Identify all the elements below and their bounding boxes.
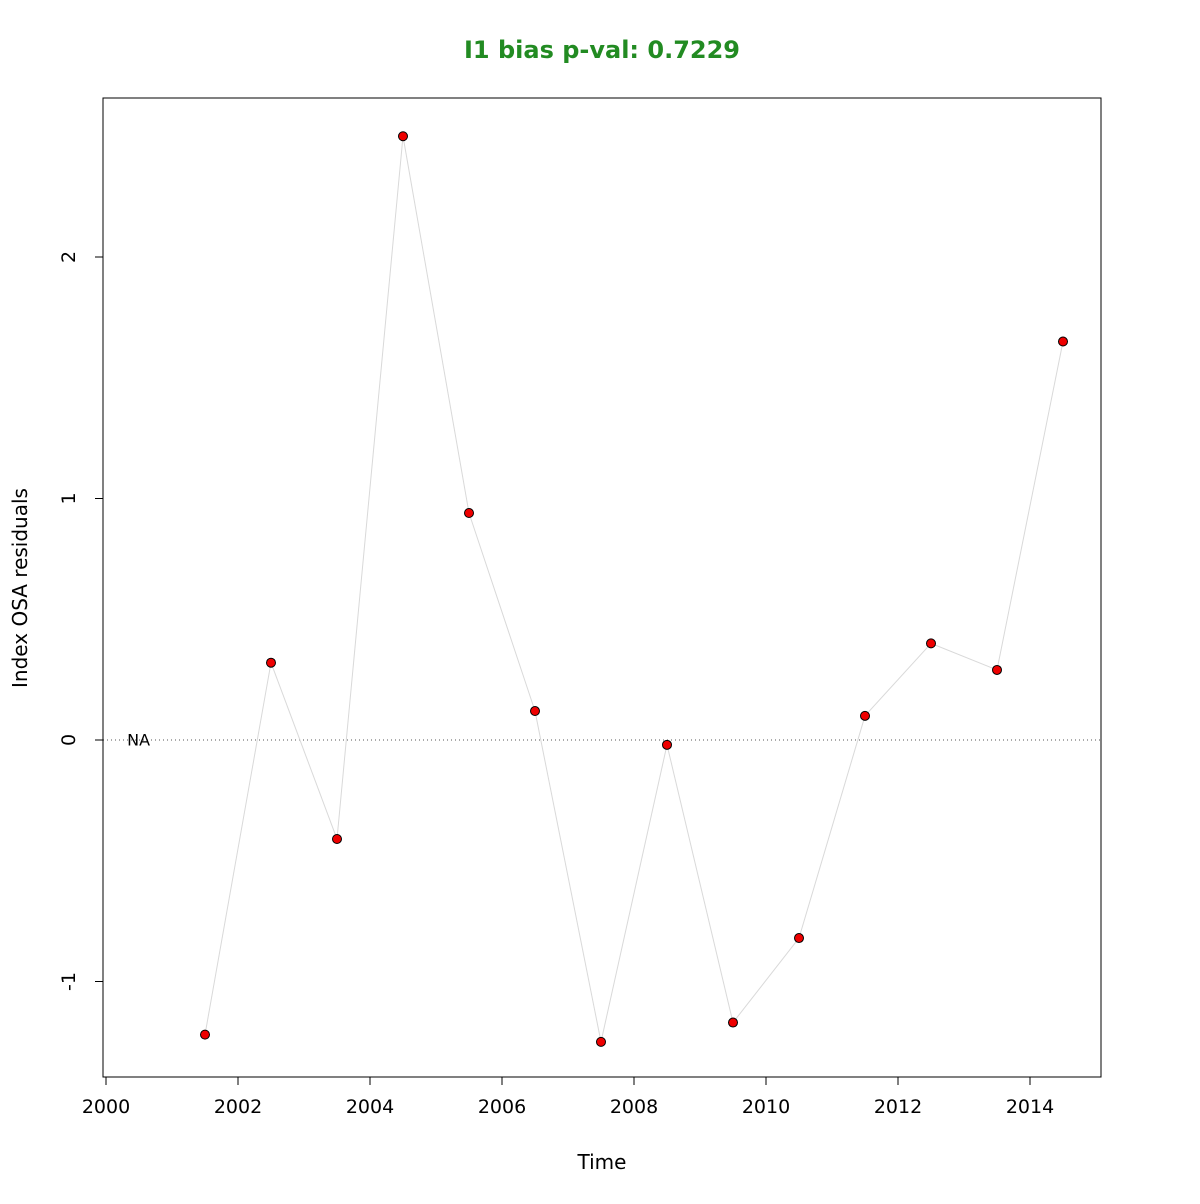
series-line-segment [930,642,998,671]
data-point [596,1036,606,1047]
na-annotation: NA [127,731,150,750]
data-point [200,1029,210,1040]
x-tick-label: 2014 [1006,1096,1054,1118]
data-point [728,1017,738,1028]
data-point [794,933,804,944]
data-point [860,710,870,721]
x-tick-label: 2006 [478,1096,526,1118]
y-axis-ticks: -1 0 1 2 [58,251,103,991]
data-point [530,706,540,717]
series-line-segment [996,341,1064,671]
data-point [332,834,342,845]
data-point [992,664,1002,675]
series-line-segment [402,136,470,514]
y-tick-label: 2 [58,251,80,263]
data-point [464,507,474,518]
series-line-segment [600,744,668,1042]
data-point [662,739,672,750]
data-point [1058,336,1068,347]
series-line-segment [732,937,800,1023]
x-tick-label: 2012 [874,1096,922,1118]
series-line-segment [534,710,602,1042]
y-tick-label: -1 [58,972,80,991]
series-line-segment [270,662,338,840]
y-tick-label: 1 [58,492,80,504]
series-line-segment [204,662,272,1035]
series-line-segment [798,715,866,939]
x-tick-label: 2004 [346,1096,394,1118]
series-line-segment [864,643,932,717]
x-axis-ticks: 2000 2002 2004 2006 2008 2010 2012 2014 [82,1077,1054,1118]
y-tick-label: 0 [58,734,80,746]
data-point [266,657,276,668]
x-tick-label: 2000 [82,1096,130,1118]
y-axis-label: Index OSA residuals [8,488,32,688]
x-axis-label: Time [577,1150,627,1174]
series-lines [204,136,1064,1042]
plot-frame [102,97,1102,1078]
series-points [200,131,1068,1047]
x-tick-label: 2008 [610,1096,658,1118]
data-point [926,638,936,649]
series-line-segment [666,744,734,1023]
series-line-segment [336,136,404,840]
data-point [398,131,408,142]
series-line-segment [468,512,536,712]
chart-title: I1 bias p-val: 0.7229 [464,36,740,64]
x-tick-label: 2002 [214,1096,262,1118]
x-tick-label: 2010 [742,1096,790,1118]
